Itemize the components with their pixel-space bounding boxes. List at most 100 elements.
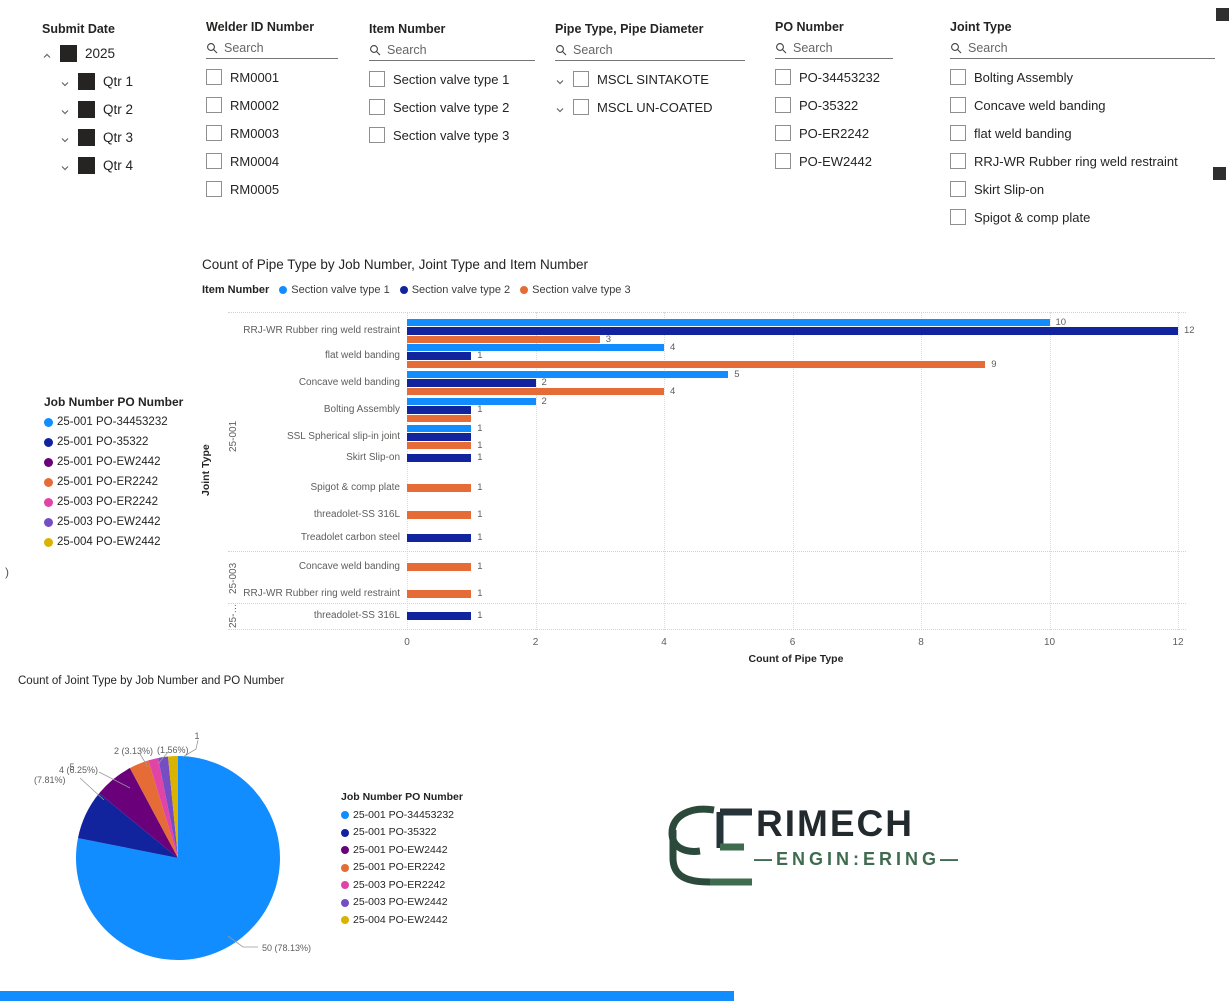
slicer-item[interactable]: RM0003 <box>206 119 338 147</box>
slicer-item[interactable]: Concave weld banding <box>950 91 1215 119</box>
slicer-item[interactable]: PO-35322 <box>775 91 893 119</box>
chevron-down-icon[interactable] <box>60 132 70 143</box>
slicer-item-checkbox[interactable] <box>78 100 95 118</box>
bar-type1[interactable] <box>407 318 1050 326</box>
legend-item[interactable]: 25-001 PO-ER2242 <box>44 472 183 492</box>
chevron-down-icon[interactable] <box>60 76 70 87</box>
scrollbar-thumb[interactable] <box>1213 167 1226 180</box>
slicer-item-checkbox[interactable] <box>206 97 222 113</box>
pie-slice[interactable] <box>168 756 178 858</box>
bar-type3[interactable] <box>407 441 472 449</box>
bar-type3[interactable] <box>407 414 472 422</box>
pie-slice[interactable] <box>77 793 178 858</box>
bar-type2[interactable] <box>407 454 472 462</box>
slicer-item[interactable]: PO-34453232 <box>775 63 893 91</box>
bar-type3[interactable] <box>407 590 472 598</box>
slicer-item[interactable]: RM0005 <box>206 175 338 203</box>
bar-type3[interactable] <box>407 335 600 343</box>
slicer-item-checkbox[interactable] <box>369 127 385 143</box>
bar-type2[interactable] <box>407 352 472 360</box>
slicer-item[interactable]: Qtr 4 <box>60 151 202 179</box>
slicer-item[interactable]: RM0001 <box>206 63 338 91</box>
legend-item[interactable]: 25-001 PO-34453232 <box>341 807 463 825</box>
slicer-item-checkbox[interactable] <box>950 181 966 197</box>
bar-type3[interactable] <box>407 484 472 492</box>
slicer-item-checkbox[interactable] <box>950 97 966 113</box>
slicer-item-checkbox[interactable] <box>369 71 385 87</box>
legend-item[interactable]: 25-001 PO-35322 <box>341 824 463 842</box>
pie-slice[interactable] <box>148 757 178 858</box>
chevron-down-icon[interactable] <box>60 104 70 115</box>
bar-type2[interactable] <box>407 534 472 542</box>
slicer-item-checkbox[interactable] <box>950 153 966 169</box>
slicer-item[interactable]: MSCL SINTAKOTE <box>555 65 745 93</box>
slicer-item[interactable]: Spigot & comp plate <box>950 203 1215 231</box>
slicer-item[interactable]: Qtr 3 <box>60 123 202 151</box>
bar-type1[interactable] <box>407 397 536 405</box>
slicer-search-input[interactable]: Search <box>206 37 338 59</box>
bar-type2[interactable] <box>407 406 472 414</box>
slicer-item[interactable]: Qtr 2 <box>60 95 202 123</box>
legend-item[interactable]: 25-003 PO-ER2242 <box>341 877 463 895</box>
bar-type2[interactable] <box>407 612 472 620</box>
legend-item[interactable]: 25-001 PO-EW2442 <box>44 452 183 472</box>
slicer-item[interactable]: RM0004 <box>206 147 338 175</box>
slicer-item-checkbox[interactable] <box>775 125 791 141</box>
legend-item[interactable]: Section valve type 3 <box>520 284 631 296</box>
slicer-item-checkbox[interactable] <box>78 156 95 174</box>
legend-item[interactable]: Section valve type 1 <box>279 284 390 296</box>
slicer-search-input[interactable]: Search <box>950 37 1215 59</box>
legend-item[interactable]: 25-001 PO-EW2442 <box>341 842 463 860</box>
pie-slice[interactable] <box>75 756 280 960</box>
pie-slice[interactable] <box>129 760 178 858</box>
legend-item[interactable]: 25-004 PO-EW2442 <box>341 912 463 930</box>
slicer-search-input[interactable]: Search <box>369 39 535 61</box>
bar-type1[interactable] <box>407 370 729 378</box>
slicer-item-checkbox[interactable] <box>950 125 966 141</box>
bar-type2[interactable] <box>407 327 1178 335</box>
slicer-item-checkbox[interactable] <box>775 69 791 85</box>
slicer-item-checkbox[interactable] <box>369 99 385 115</box>
slicer-item[interactable]: RRJ-WR Rubber ring weld restraint <box>950 147 1215 175</box>
slicer-item[interactable]: flat weld banding <box>950 119 1215 147</box>
slicer-item[interactable]: Section valve type 1 <box>369 65 535 93</box>
slicer-item[interactable]: Section valve type 2 <box>369 93 535 121</box>
bar-type1[interactable] <box>407 424 472 432</box>
slicer-item-checkbox[interactable] <box>950 209 966 225</box>
bar-type2[interactable] <box>407 379 536 387</box>
slicer-item-checkbox[interactable] <box>775 97 791 113</box>
slicer-item-checkbox[interactable] <box>573 71 589 87</box>
bar-type1[interactable] <box>407 343 664 351</box>
slicer-item-checkbox[interactable] <box>573 99 589 115</box>
slicer-item-checkbox[interactable] <box>950 69 966 85</box>
bar-type2[interactable] <box>407 433 472 441</box>
slicer-item[interactable]: RM0002 <box>206 91 338 119</box>
legend-item[interactable]: Section valve type 2 <box>399 284 510 296</box>
chevron-down-icon[interactable] <box>60 160 70 171</box>
bar-type3[interactable] <box>407 511 472 519</box>
pie-slice[interactable] <box>158 756 178 858</box>
slicer-item-checkbox[interactable] <box>78 72 95 90</box>
legend-item[interactable]: 25-003 PO-EW2442 <box>44 512 183 532</box>
slicer-item-checkbox[interactable] <box>78 128 95 146</box>
slicer-item[interactable]: PO-ER2242 <box>775 119 893 147</box>
chevron-down-icon[interactable] <box>555 102 565 113</box>
bar-type3[interactable] <box>407 387 664 395</box>
slicer-item[interactable]: PO-EW2442 <box>775 147 893 175</box>
pie-slice[interactable] <box>99 768 178 858</box>
slicer-item-checkbox[interactable] <box>206 153 222 169</box>
scrollbar-thumb[interactable] <box>1216 8 1229 21</box>
legend-item[interactable]: 25-004 PO-EW2442 <box>44 532 183 552</box>
slicer-search-input[interactable]: Search <box>775 37 893 59</box>
slicer-item[interactable]: Section valve type 3 <box>369 121 535 149</box>
legend-item[interactable]: 25-001 PO-ER2242 <box>341 859 463 877</box>
slicer-item-checkbox[interactable] <box>206 125 222 141</box>
slicer-item-checkbox[interactable] <box>206 181 222 197</box>
slicer-item[interactable]: Qtr 1 <box>60 67 202 95</box>
legend-item[interactable]: 25-003 PO-ER2242 <box>44 492 183 512</box>
slicer-item-checkbox[interactable] <box>60 44 77 62</box>
legend-item[interactable]: 25-003 PO-EW2442 <box>341 894 463 912</box>
slicer-item-checkbox[interactable] <box>206 69 222 85</box>
bar-type3[interactable] <box>407 360 986 368</box>
chevron-up-icon[interactable] <box>42 48 52 58</box>
